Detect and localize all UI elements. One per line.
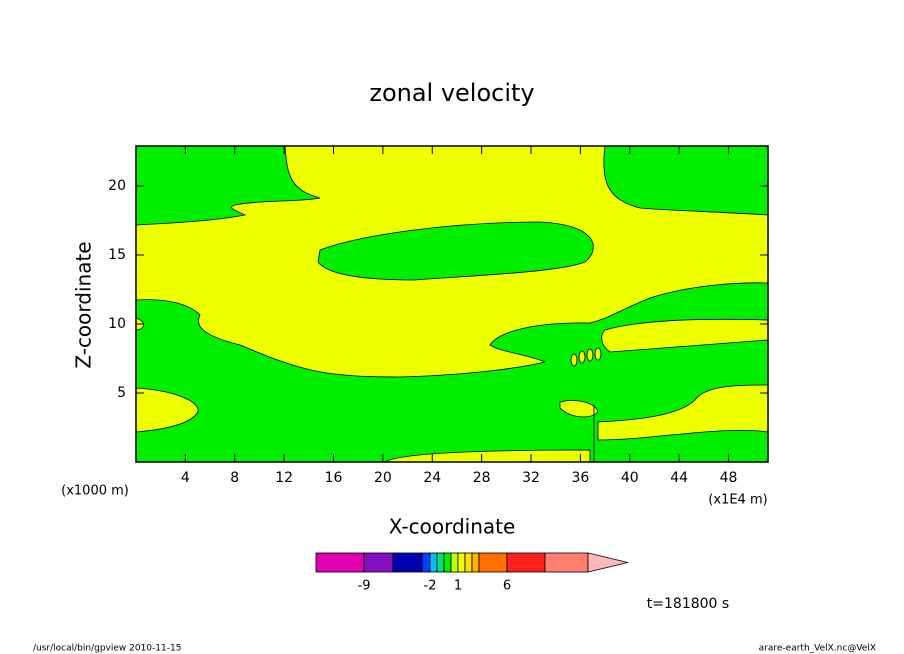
colorbar-label: -9 xyxy=(358,579,371,594)
chart-title: zonal velocity xyxy=(369,79,534,107)
y-tick-label: 20 xyxy=(108,178,126,194)
colorbar-segment xyxy=(450,552,459,573)
x-tick-label: 8 xyxy=(230,470,239,486)
contour-field xyxy=(136,146,768,462)
contour-region xyxy=(597,384,768,441)
colorbar-segment xyxy=(443,552,452,573)
colorbar-segment xyxy=(436,552,445,573)
colorbar-extension xyxy=(587,552,629,573)
x-tick-label: 4 xyxy=(181,470,190,486)
colorbar-segment xyxy=(315,552,365,573)
contour-region xyxy=(603,146,768,216)
x-tick-label: 32 xyxy=(522,470,540,486)
x-axis-label: X-coordinate xyxy=(389,515,516,539)
colorbar-segment xyxy=(392,552,423,573)
x-tick-label: 24 xyxy=(423,470,441,486)
y-tick-label: 10 xyxy=(108,316,126,332)
x-tick-label: 20 xyxy=(374,470,392,486)
contour-region xyxy=(586,348,594,362)
colorbar-label: 1 xyxy=(454,579,462,594)
colorbar-segment xyxy=(363,552,394,573)
x-unit-label: (x1E4 m) xyxy=(708,493,767,508)
x-tick-label: 40 xyxy=(621,470,639,486)
footer-right: arare-earth_VelX.nc@VelX xyxy=(759,644,876,654)
x-tick-label: 28 xyxy=(473,470,491,486)
colorbar-segment xyxy=(506,552,546,573)
colorbar-segment xyxy=(478,552,508,573)
plot-frame xyxy=(135,145,769,463)
contour-region xyxy=(384,449,591,462)
x-tick-label: 16 xyxy=(325,470,343,486)
x-tick-label: 36 xyxy=(571,470,589,486)
contour-region xyxy=(317,221,594,281)
contour-region xyxy=(601,318,768,353)
y-tick-label: 5 xyxy=(117,385,126,401)
colorbar-label: 6 xyxy=(503,579,511,594)
colorbar-segment xyxy=(421,552,431,573)
contour-region xyxy=(136,387,199,433)
x-tick-label: 48 xyxy=(720,470,738,486)
footer-left: /usr/local/bin/gpview 2010-11-15 xyxy=(33,644,181,654)
contour-region xyxy=(594,347,602,361)
y-tick-label: 15 xyxy=(108,247,126,263)
time-label: t=181800 s xyxy=(647,596,729,612)
contour-region xyxy=(559,400,599,418)
colorbar-label: -2 xyxy=(424,579,437,594)
colorbar-segment xyxy=(544,552,589,573)
colorbar-segment xyxy=(429,552,438,573)
y-unit-label: (x1000 m) xyxy=(61,484,129,499)
x-tick-label: 12 xyxy=(275,470,293,486)
contour-region xyxy=(136,146,321,226)
contour-region xyxy=(136,282,768,462)
y-axis-label: Z-coordinate xyxy=(72,241,96,368)
contour-region xyxy=(578,350,586,364)
x-tick-label: 44 xyxy=(670,470,688,486)
contour-region xyxy=(570,353,578,367)
colorbar-segment xyxy=(457,552,466,573)
colorbar-segment xyxy=(464,552,473,573)
colorbar-segment xyxy=(471,552,480,573)
